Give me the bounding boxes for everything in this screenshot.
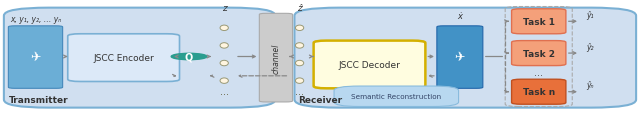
Circle shape xyxy=(172,54,207,60)
Text: ẑ: ẑ xyxy=(297,4,302,13)
Text: ...: ... xyxy=(295,86,304,96)
Text: ...: ... xyxy=(220,86,228,96)
Text: Task 2: Task 2 xyxy=(523,49,555,58)
FancyBboxPatch shape xyxy=(511,10,566,34)
FancyBboxPatch shape xyxy=(259,14,292,102)
Ellipse shape xyxy=(220,61,228,66)
FancyBboxPatch shape xyxy=(294,9,636,108)
Text: ...: ... xyxy=(534,68,543,78)
Text: Semantic Reconstruction: Semantic Reconstruction xyxy=(351,93,442,99)
Text: ŷ₁: ŷ₁ xyxy=(586,11,594,20)
Ellipse shape xyxy=(296,61,304,66)
Ellipse shape xyxy=(220,43,228,49)
FancyBboxPatch shape xyxy=(437,27,483,89)
FancyBboxPatch shape xyxy=(511,41,566,66)
Text: JSCC Decoder: JSCC Decoder xyxy=(339,60,401,69)
Text: Q: Q xyxy=(185,52,193,62)
Text: ✈: ✈ xyxy=(454,51,465,64)
Text: z: z xyxy=(222,4,227,13)
Text: ẋ: ẋ xyxy=(458,12,462,21)
Text: ŷₙ: ŷₙ xyxy=(586,81,594,90)
Text: x, y₁, y₂, … yₙ: x, y₁, y₂, … yₙ xyxy=(10,15,61,24)
FancyBboxPatch shape xyxy=(8,27,63,89)
Text: JSCC Encoder: JSCC Encoder xyxy=(93,54,154,63)
Text: channel: channel xyxy=(271,43,280,73)
Ellipse shape xyxy=(296,78,304,84)
Text: Transmitter: Transmitter xyxy=(9,95,68,104)
Text: ŷ₂: ŷ₂ xyxy=(586,42,594,51)
Ellipse shape xyxy=(220,26,228,31)
Ellipse shape xyxy=(296,43,304,49)
FancyBboxPatch shape xyxy=(314,41,426,89)
Text: Task n: Task n xyxy=(523,87,555,96)
FancyBboxPatch shape xyxy=(4,9,275,108)
Ellipse shape xyxy=(296,26,304,31)
FancyBboxPatch shape xyxy=(68,34,179,82)
FancyBboxPatch shape xyxy=(511,80,566,104)
Text: ✈: ✈ xyxy=(30,51,41,64)
Text: Task 1: Task 1 xyxy=(523,18,555,27)
Ellipse shape xyxy=(220,78,228,84)
Text: Receiver: Receiver xyxy=(298,95,342,104)
FancyBboxPatch shape xyxy=(334,86,459,107)
